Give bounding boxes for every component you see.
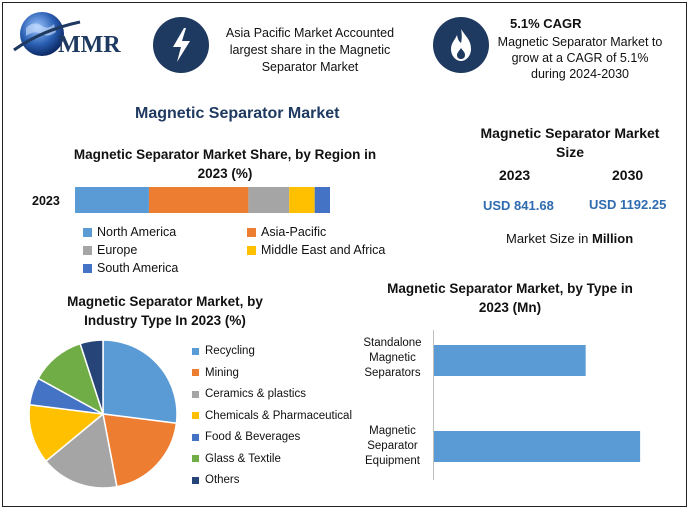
pie-legend-item: Mining: [192, 367, 239, 379]
pie-legend-label: Ceramics & plastics: [205, 388, 306, 400]
pie-legend-item: Ceramics & plastics: [192, 388, 306, 400]
market-size-note: Market Size in Million: [506, 231, 633, 246]
legend-swatch: [192, 476, 199, 484]
pie-legend-item: Food & Beverages: [192, 431, 300, 443]
logo-text: MMR: [58, 32, 121, 58]
industry-pie: [28, 339, 178, 489]
pie-legend-item: Glass & Textile: [192, 453, 281, 465]
legend-label: North America: [97, 225, 177, 239]
pie-slice-2: [44, 412, 118, 489]
industry-chart-title: Magnetic Separator Market, by Industry T…: [67, 294, 263, 328]
legend-europe: Europe: [83, 243, 137, 257]
pie-legend-label: Recycling: [205, 345, 255, 357]
pie-legend-label: Food & Beverages: [205, 431, 301, 443]
legend-swatch: [192, 347, 199, 355]
year-2023: 2023: [499, 167, 531, 183]
type-bar-chart: [433, 330, 641, 480]
legend-swatch: [192, 455, 199, 462]
pie-legend-label: Mining: [205, 366, 239, 379]
type-label-standalone: Standalone Magnetic Separators: [363, 337, 422, 379]
pie-slice-1: [102, 413, 178, 488]
info1-badge: [153, 17, 209, 73]
legend-label: Europe: [97, 243, 138, 257]
region-segment-0: [75, 187, 149, 213]
note-unit: Million: [591, 231, 634, 246]
pie-slice-0: [102, 339, 178, 425]
region-segment-1: [148, 187, 249, 213]
info1-text: Asia Pacific Market Accounted largest sh…: [225, 26, 395, 74]
value-2023: USD 841.68: [483, 198, 554, 213]
value-2030: USD 1192.25: [589, 197, 667, 212]
legend-swatch: [192, 390, 199, 398]
legend-mea: Middle East and Africa: [247, 243, 385, 257]
pie-legend-item: Others: [192, 474, 240, 486]
pie-slice-6: [79, 339, 104, 415]
note-prefix: Market Size in: [506, 231, 592, 246]
region-stacked-bar: [75, 187, 330, 213]
cagr-title: 5.1% CAGR: [510, 16, 582, 31]
year-2030: 2030: [612, 167, 644, 183]
pie-legend-item: Recycling: [192, 345, 255, 357]
info2-text: Magnetic Separator Market to grow at a C…: [497, 35, 663, 81]
logo: MMR: [12, 10, 142, 70]
legend-swatch: [192, 412, 199, 419]
region-segment-4: [314, 187, 330, 213]
pie-legend-label: Glass & Textile: [205, 452, 281, 465]
legend-south-america: South America: [83, 261, 178, 275]
market-size-title: Magnetic Separator Market Size: [480, 125, 660, 160]
region-year-label: 2023: [32, 194, 60, 208]
pie-slice-3: [28, 403, 105, 463]
legend-label: Asia-Pacific: [261, 225, 327, 239]
type-bar-0: [434, 345, 586, 376]
legend-north-america: North America: [83, 225, 176, 239]
pie-legend-label: Others: [205, 474, 240, 486]
legend-swatch: [192, 433, 199, 441]
pie-legend-label: Chemicals & Pharmaceutical: [205, 409, 353, 422]
pie-legend-item: Chemicals & Pharmaceutical: [192, 410, 352, 422]
legend-asia-pacific: Asia-Pacific: [247, 225, 326, 239]
infographic-frame: [2, 2, 687, 507]
region-segment-2: [248, 187, 290, 213]
flame-icon: [451, 29, 471, 61]
info2-badge: [433, 17, 489, 73]
legend-label: South America: [97, 261, 179, 275]
type-label-equipment: Magnetic Separator Equipment: [365, 425, 420, 467]
type-bar-1: [434, 431, 641, 462]
lightning-icon: [173, 28, 190, 62]
region-segment-3: [289, 187, 315, 213]
region-chart-title: Magnetic Separator Market Share, by Regi…: [73, 147, 377, 181]
legend-swatch: [192, 369, 199, 376]
main-title: Magnetic Separator Market: [135, 105, 340, 122]
globe-icon: [13, 12, 81, 56]
legend-label: Middle East and Africa: [261, 243, 386, 257]
type-chart-title: Magnetic Separator Market, by Type in 20…: [387, 281, 633, 315]
